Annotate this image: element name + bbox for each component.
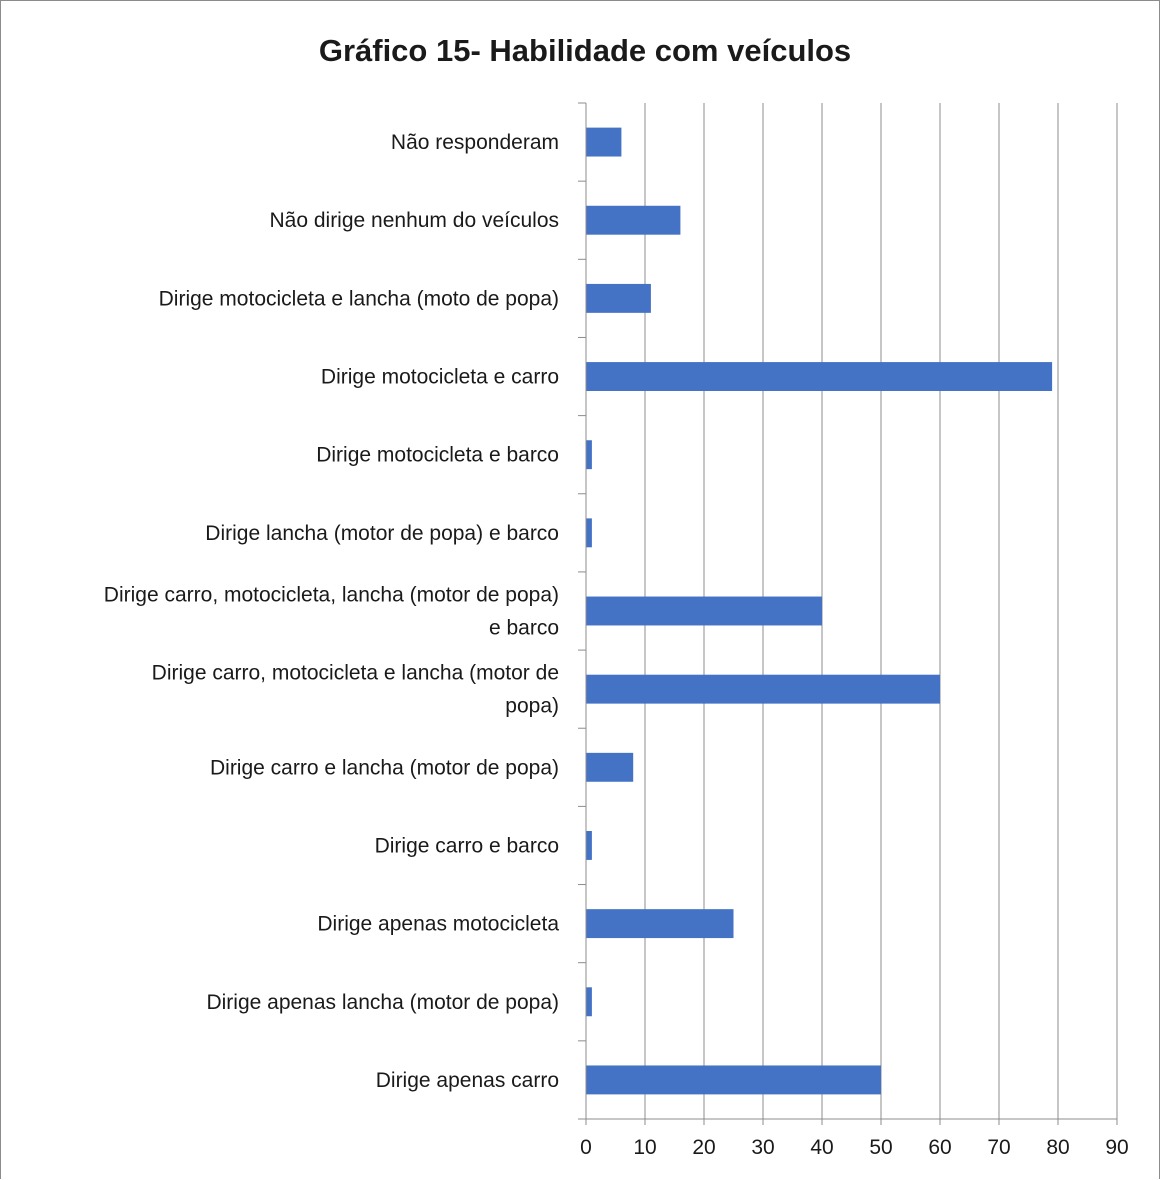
category-label-9: Dirige carro e lancha (motor de popa) [210, 756, 559, 779]
bar-9 [586, 752, 634, 782]
x-tick-label-30: 30 [751, 1136, 774, 1159]
tick-label-layer: 0 10 20 30 40 50 60 70 80 90 [580, 1136, 1129, 1159]
bar-layer [586, 127, 1053, 1095]
category-label-8: Dirige carro, motocicleta e lancha (moto… [152, 662, 559, 718]
axis-layer [578, 102, 1118, 1125]
x-tick-label-70: 70 [987, 1136, 1010, 1159]
category-label-4: Dirige motocicleta e carro [321, 366, 559, 389]
category-label-5: Dirige motocicleta e barco [316, 444, 559, 467]
category-label-3: Dirige motocicleta e lancha (moto de pop… [159, 287, 559, 310]
bar-11 [586, 909, 734, 939]
bar-8 [586, 674, 940, 704]
bar-13 [586, 1065, 881, 1095]
bar-12 [586, 987, 592, 1017]
category-label-13: Dirige apenas carro [376, 1069, 559, 1092]
x-tick-label-50: 50 [869, 1136, 892, 1159]
category-label-12: Dirige apenas lancha (motor de popa) [206, 991, 559, 1014]
category-label-2: Não dirige nenhum do veículos [269, 209, 559, 232]
bar-1 [586, 127, 622, 157]
bar-10 [586, 831, 592, 860]
x-tick-label-60: 60 [928, 1136, 951, 1159]
category-label-layer: Não responderam Não dirige nenhum do veíc… [104, 131, 560, 1092]
chart-title: Gráfico 15- Habilidade com veículos [319, 33, 851, 68]
category-label-1: Não responderam [391, 131, 559, 154]
category-label-7: Dirige carro, motocicleta, lancha (motor… [104, 584, 559, 640]
x-tick-label-90: 90 [1105, 1136, 1128, 1159]
x-tick-label-0: 0 [580, 1136, 592, 1159]
x-tick-label-10: 10 [633, 1136, 656, 1159]
grid-layer [644, 103, 1118, 1119]
x-tick-label-20: 20 [692, 1136, 715, 1159]
bar-4 [586, 362, 1053, 391]
x-tick-label-40: 40 [810, 1136, 833, 1159]
bar-7 [586, 596, 822, 626]
category-label-11: Dirige apenas motocicleta [317, 913, 559, 936]
bar-5 [586, 440, 592, 470]
category-label-10: Dirige carro e barco [375, 834, 559, 857]
category-label-6: Dirige lancha (motor de popa) e barco [205, 522, 559, 545]
x-tick-label-80: 80 [1046, 1136, 1069, 1159]
bar-3 [586, 283, 651, 313]
bar-6 [586, 518, 592, 548]
bar-2 [586, 205, 681, 235]
